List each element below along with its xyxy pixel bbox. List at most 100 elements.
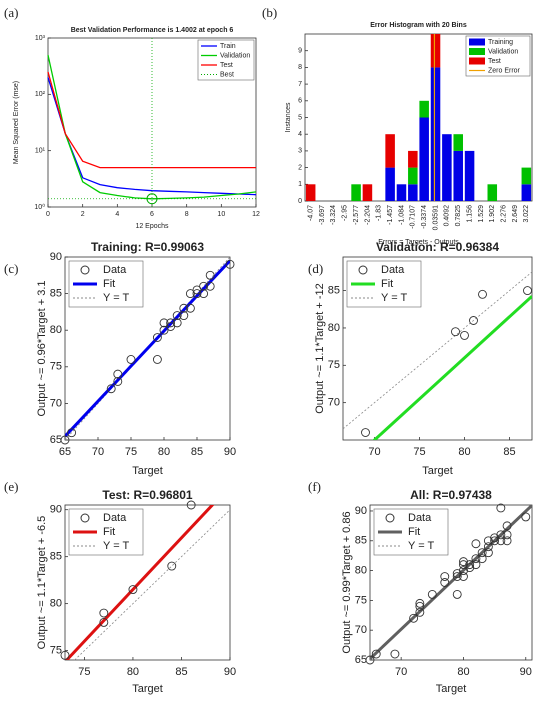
y-tick-label: 8	[298, 64, 302, 71]
x-tick-label: 70	[395, 666, 407, 678]
data-point	[452, 589, 462, 599]
data-point	[167, 561, 177, 571]
x-tick-label: 85	[175, 666, 187, 678]
chart-title: Validation: R=0.96384	[376, 240, 499, 254]
data-point	[483, 548, 493, 558]
y-tick-label: 10³	[35, 35, 46, 42]
data-point	[192, 285, 202, 295]
y-tick-label: 10⁰	[34, 203, 45, 211]
data-point	[390, 649, 400, 659]
y-tick-label: 75	[355, 594, 367, 606]
data-point	[99, 617, 109, 627]
data-point	[67, 428, 77, 438]
legend-label: Train	[220, 43, 236, 50]
data-point	[179, 303, 189, 313]
bar-segment	[385, 134, 395, 168]
data-point	[471, 554, 481, 564]
y-tick-label: 80	[328, 322, 340, 334]
bar-segment	[419, 117, 429, 201]
data-point	[172, 318, 182, 328]
x-axis-label: Errors = Targets - Outputs	[378, 239, 459, 246]
bar-segment	[487, 184, 498, 201]
data-point	[477, 548, 487, 558]
data-point	[440, 572, 450, 581]
x-tick-label: -1.457	[387, 205, 394, 225]
bar-segment	[453, 134, 463, 151]
data-point	[459, 572, 468, 581]
x-tick-label: -0.7107	[410, 205, 417, 229]
y-tick-label: 80	[50, 324, 62, 336]
y-tick-label: 0	[298, 198, 302, 205]
legend-label: Data	[381, 264, 405, 276]
data-point	[361, 428, 370, 437]
x-tick-label: 70	[368, 446, 380, 458]
data-point	[452, 569, 462, 579]
identity-line	[64, 256, 231, 441]
data-point	[496, 530, 506, 540]
x-axis-label: Target	[132, 683, 163, 695]
x-tick-label: -4.07	[308, 205, 315, 221]
fit-line	[372, 295, 532, 440]
data-point	[99, 608, 109, 618]
y-tick-label: 1	[298, 181, 302, 188]
chart-title: Error Histogram with 20 Bins	[370, 22, 467, 29]
legend-swatch	[358, 265, 368, 275]
bar-segment	[396, 184, 407, 201]
x-tick-label: 90	[520, 666, 532, 678]
legend-label: Fit	[103, 526, 115, 538]
y-tick-label: 65	[50, 434, 62, 446]
x-tick-label: 0.7825	[455, 205, 462, 227]
x-tick-label: 8	[185, 211, 189, 218]
x-axis-label: 12 Epochs	[135, 223, 169, 230]
data-point	[459, 560, 468, 570]
series-line	[47, 77, 257, 196]
data-point	[365, 655, 375, 665]
y-tick-label: 85	[50, 551, 62, 563]
chart-title: Training: R=0.99063	[91, 240, 204, 254]
x-tick-label: 65	[59, 446, 71, 458]
data-point	[409, 613, 419, 623]
x-tick-label: -2.577	[353, 205, 360, 225]
best-marker	[146, 193, 158, 205]
data-point	[452, 572, 462, 581]
fit-line	[65, 505, 215, 660]
x-tick-label: 85	[503, 446, 515, 458]
x-tick-label: 1.529	[478, 205, 485, 223]
bar-segment	[464, 150, 475, 201]
data-point	[478, 289, 487, 299]
y-axis-label: Output ~= 0.99*Target + 0.86	[341, 511, 353, 653]
data-point	[205, 270, 215, 280]
y-tick-label: 10²	[35, 91, 46, 98]
y-tick-label: 85	[355, 535, 367, 547]
data-point	[179, 311, 189, 321]
bar-segment	[385, 167, 395, 201]
legend-swatch	[80, 513, 90, 523]
x-tick-label: 1.902	[489, 205, 496, 223]
x-tick-label: -3.324	[330, 205, 337, 225]
panel-label: (d)	[308, 261, 323, 276]
bar-segment	[408, 167, 418, 185]
x-tick-label: 0.03591	[432, 205, 439, 230]
y-tick-label: 9	[298, 48, 302, 55]
data-point	[502, 530, 512, 540]
data-point	[186, 500, 196, 510]
data-point	[166, 322, 176, 331]
y-tick-label: 6	[298, 98, 302, 105]
legend-swatch	[469, 48, 485, 55]
data-point	[128, 585, 138, 594]
data-point	[490, 536, 500, 546]
data-point	[496, 503, 506, 513]
y-tick-label: 70	[355, 624, 367, 636]
x-tick-label: 3.022	[523, 205, 530, 223]
legend-swatch	[469, 38, 485, 46]
x-tick-label: 2	[81, 211, 85, 218]
y-tick-label: 90	[50, 504, 62, 516]
data-point	[371, 649, 381, 659]
data-point	[185, 303, 195, 313]
x-tick-label: 80	[158, 446, 170, 458]
x-tick-label: 75	[125, 446, 137, 458]
data-point	[60, 435, 70, 445]
legend-label: Data	[103, 264, 127, 276]
data-point	[521, 512, 531, 522]
